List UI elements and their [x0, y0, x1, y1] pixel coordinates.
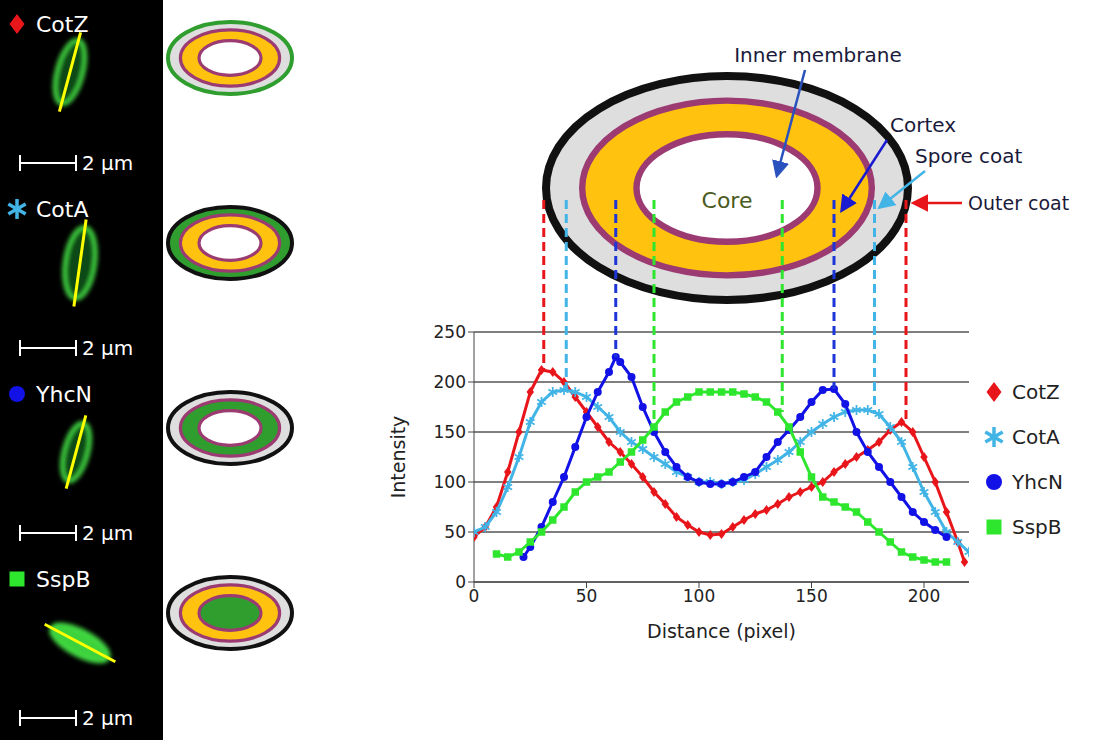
svg-text:CotZ: CotZ: [36, 12, 89, 37]
svg-text:CotZ: CotZ: [1012, 380, 1060, 404]
svg-text:0: 0: [469, 586, 480, 606]
svg-text:Cortex: Cortex: [890, 113, 956, 137]
svg-text:0: 0: [455, 572, 466, 592]
svg-text:2 µm: 2 µm: [82, 706, 133, 730]
svg-text:250: 250: [434, 322, 466, 342]
svg-text:2 µm: 2 µm: [82, 336, 133, 360]
svg-text:Distance (pixel): Distance (pixel): [647, 620, 796, 642]
svg-text:Intensity: Intensity: [387, 416, 409, 499]
svg-text:Spore coat: Spore coat: [915, 144, 1023, 168]
svg-text:50: 50: [576, 586, 598, 606]
svg-text:Outer coat: Outer coat: [968, 192, 1069, 214]
svg-text:150: 150: [434, 422, 466, 442]
svg-text:50: 50: [444, 522, 466, 542]
svg-text:CotA: CotA: [1012, 425, 1060, 449]
svg-text:200: 200: [434, 372, 466, 392]
svg-text:SspB: SspB: [1012, 515, 1062, 539]
svg-text:Core: Core: [702, 188, 753, 213]
svg-text:2 µm: 2 µm: [82, 521, 133, 545]
svg-text:150: 150: [795, 586, 827, 606]
svg-text:CotA: CotA: [36, 197, 89, 222]
svg-text:100: 100: [434, 472, 466, 492]
svg-text:YhcN: YhcN: [35, 382, 92, 407]
svg-text:200: 200: [908, 586, 940, 606]
svg-text:100: 100: [683, 586, 715, 606]
svg-text:Inner membrane: Inner membrane: [734, 43, 902, 67]
svg-text:2 µm: 2 µm: [82, 151, 133, 175]
svg-text:YhcN: YhcN: [1011, 470, 1063, 494]
svg-text:SspB: SspB: [36, 567, 90, 592]
